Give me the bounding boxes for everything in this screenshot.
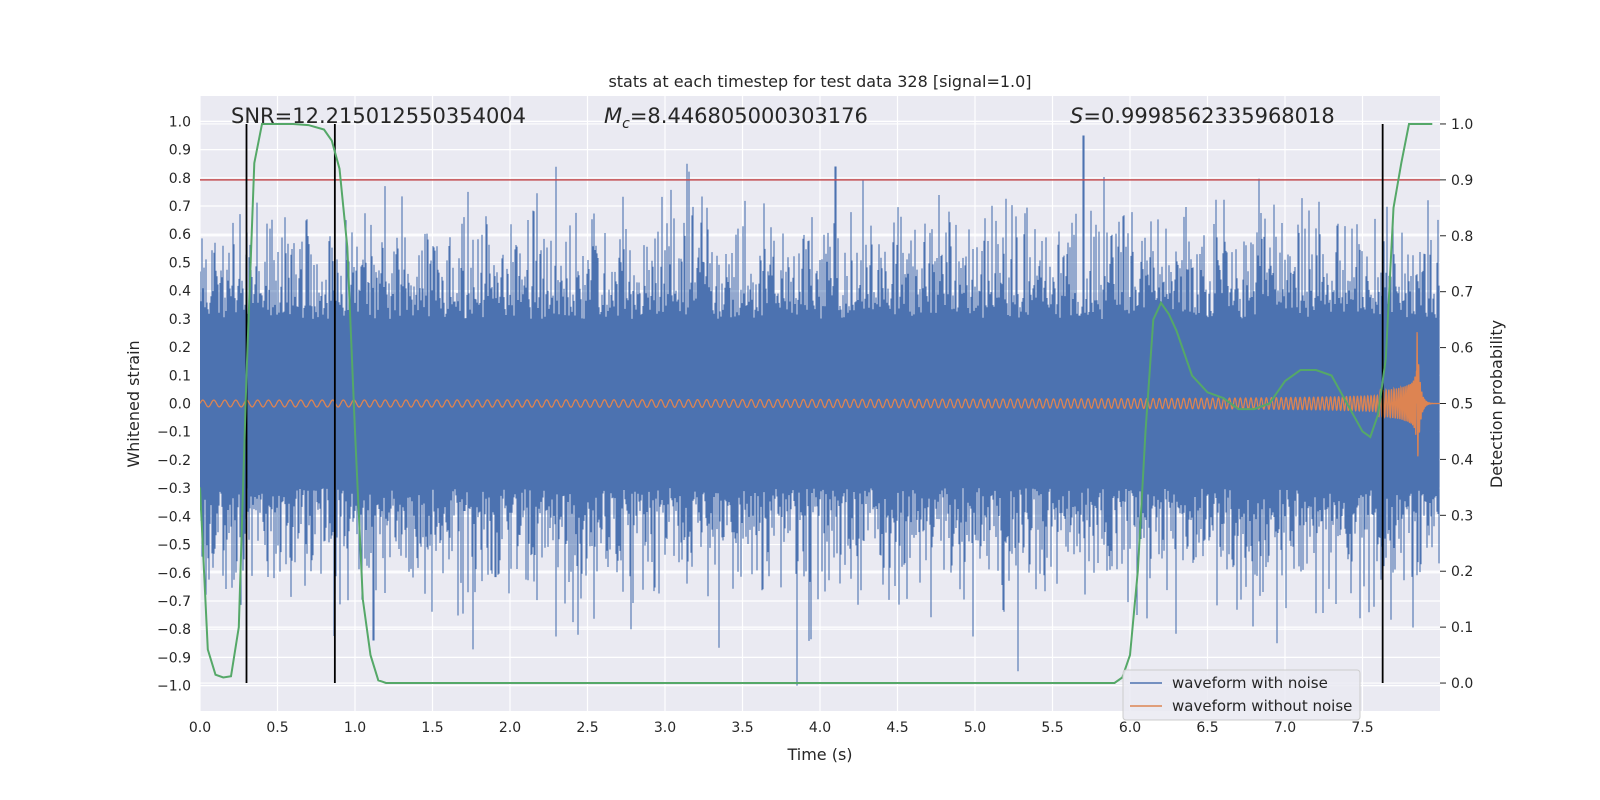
legend-box [1122,669,1361,721]
x-tick-label: 6.0 [1119,720,1141,736]
x-tick-label: 4.0 [809,720,831,736]
x-tick-label: 6.5 [1196,720,1218,736]
x-tick-label: 3.5 [731,720,753,736]
x-axis-ticks: 0.0 0.5 1.0 1.5 2.0 2.5 3.0 3.5 4.0 4.5 5.0 5.5 6.0 6… [189,720,1374,736]
x-tick-label: 0.0 [189,720,211,736]
y-tick-label: 0.6 [169,227,191,243]
y-tick-label: −0.9 [157,650,191,666]
y2-axis-ticks: 1.0 0.9 0.8 0.7 0.6 0.5 0.4 0.3 0.2 0.1 0.0 [1440,117,1473,692]
x-tick-label: 5.0 [964,720,986,736]
y-tick-label: 0.4 [169,284,191,300]
x-tick-label: 3.0 [654,720,676,736]
chart-title: stats at each timestep for test data 328… [608,72,1031,91]
chirp-mass-value: =8.446805000303176 [630,104,868,128]
legend: waveform with noise waveform without noi… [1122,669,1361,721]
probability-line [200,123,1433,684]
y2-tick-label: 0.0 [1451,676,1473,692]
legend-label-clean: waveform without noise [1172,697,1352,715]
y-tick-label: 0.9 [169,143,191,159]
x-tick-label: 7.5 [1351,720,1373,736]
y-tick-label: −0.1 [157,425,191,441]
snr-annotation: SNR=12.215012550354004 [231,104,526,128]
y-tick-label: −0.8 [157,622,191,638]
y-tick-label: −0.6 [157,566,191,582]
x-tick-label: 7.0 [1274,720,1296,736]
y2-tick-label: 0.8 [1451,229,1473,245]
y-axis-label: Whitened strain [124,340,143,467]
y-tick-label: −0.3 [157,481,191,497]
y-tick-label: 0.0 [169,397,191,413]
y2-tick-label: 0.3 [1451,508,1473,524]
series-detection-probability [200,123,1433,684]
y2-tick-label: 0.1 [1451,620,1473,636]
x-tick-label: 1.5 [421,720,443,736]
y2-tick-label: 0.2 [1451,564,1473,580]
y-tick-label: 1.0 [169,114,191,130]
legend-label-noisy: waveform with noise [1172,674,1328,692]
x-tick-label: 4.5 [886,720,908,736]
y-tick-label: 0.8 [169,171,191,187]
x-tick-label: 1.0 [344,720,366,736]
y-tick-label: 0.5 [169,255,191,271]
x-tick-label: 0.5 [266,720,288,736]
chirp-mass-symbol: M [604,104,622,128]
y-tick-label: −0.7 [157,594,191,610]
y-tick-label: 0.7 [169,199,191,215]
score-annotation: S=0.9998562335968018 [1070,104,1335,128]
y2-tick-label: 0.7 [1451,285,1473,301]
y2-tick-label: 0.9 [1451,173,1473,189]
y-axis-ticks: 1.0 0.9 0.8 0.7 0.6 0.5 0.4 0.3 0.2 0.1 0.0 −0.1 −0.… [157,114,191,694]
y2-tick-label: 0.5 [1451,397,1473,413]
y2-tick-label: 0.6 [1451,341,1473,357]
y2-axis-label: Detection probability [1487,320,1506,488]
chirp-mass-annotation: Mc=8.446805000303176 [604,104,868,132]
y-tick-label: 0.2 [169,340,191,356]
y-tick-label: −0.5 [157,538,191,554]
x-tick-label: 5.5 [1041,720,1063,736]
score-symbol: S [1070,104,1083,128]
x-tick-label: 2.0 [499,720,521,736]
y-tick-label: 0.1 [169,368,191,384]
x-axis-label: Time (s) [786,745,852,764]
y2-tick-label: 0.4 [1451,452,1473,468]
x-tick-label: 2.5 [576,720,598,736]
y-tick-label: −0.4 [157,509,191,525]
y-tick-label: −1.0 [157,679,191,695]
y-tick-label: 0.3 [169,312,191,328]
y-tick-label: −0.2 [157,453,191,469]
chirp-mass-subscript: c [622,116,630,132]
y2-tick-label: 1.0 [1451,117,1473,133]
score-value: =0.9998562335968018 [1083,104,1334,128]
